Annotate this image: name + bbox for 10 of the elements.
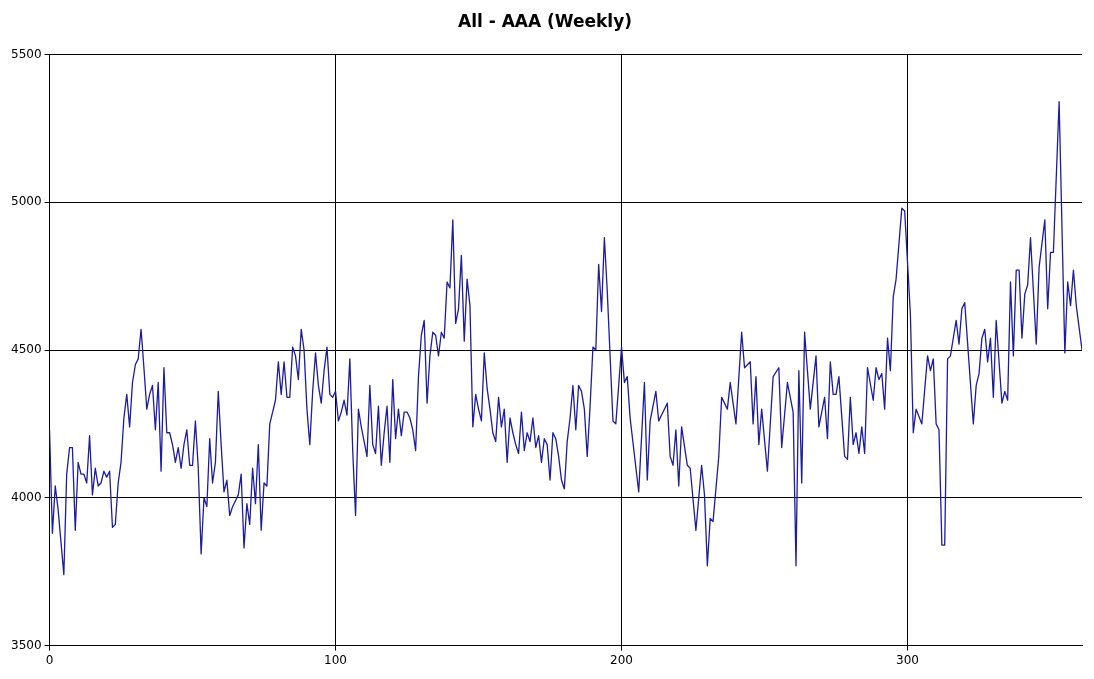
y-tick-label: 4500 [10, 342, 42, 357]
y-tick-label: 3500 [10, 637, 42, 652]
x-tick-label: 200 [610, 652, 633, 667]
y-tick-label: 5500 [10, 46, 42, 61]
chart-title: All - AAA (Weekly) [457, 10, 633, 31]
y-tick-label: 4000 [10, 489, 42, 504]
x-tick-label: 300 [896, 652, 919, 667]
x-tick-label: 100 [324, 652, 347, 667]
x-tick-label: 0 [45, 652, 54, 667]
y-tick-label: 5000 [10, 194, 42, 209]
